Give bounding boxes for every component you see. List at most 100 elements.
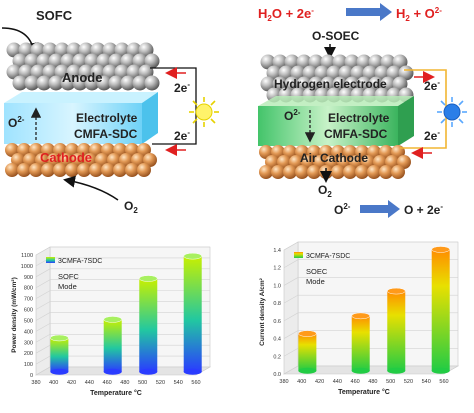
particle — [295, 165, 309, 179]
particle — [17, 163, 31, 177]
particle — [24, 75, 40, 91]
sofc-electron-top: 2e- — [174, 80, 190, 95]
y-tick-label: 600 — [24, 308, 33, 314]
chart-annotation: SOFC — [58, 272, 79, 281]
particle — [54, 42, 70, 58]
soec-cathode-label: Air Cathode — [300, 151, 368, 165]
y-axis-label: Power density (mW/cm²) — [11, 277, 18, 352]
chart-annotation: SOEC — [306, 267, 328, 276]
chart-annotation: Mode — [58, 282, 77, 291]
particle — [72, 75, 88, 91]
chart-side-wall — [35, 246, 51, 376]
particle — [54, 64, 70, 80]
particle — [30, 42, 46, 58]
particle — [60, 53, 76, 69]
sofc-anode-label: Anode — [62, 70, 102, 85]
chart-gridline — [35, 268, 210, 278]
x-tick-label: 380 — [31, 380, 40, 386]
x-tick-label: 400 — [49, 380, 58, 386]
soec-current-density-chart: 0.0 0.2 0.4 0.6 0.8 1.0 1.2 1.4 380 400 420 440 460 4… — [259, 241, 460, 396]
power-source-icon — [437, 97, 467, 127]
x-axis-label: Temperature °C — [90, 389, 142, 397]
y-tick-label: 1.4 — [273, 248, 281, 254]
x-axis-label: Temperature °C — [338, 388, 390, 396]
y-tick-label: 0.6 — [273, 319, 281, 325]
particle — [108, 53, 124, 69]
particle — [379, 165, 393, 179]
particle — [138, 42, 154, 58]
x-tick-label: 540 — [174, 380, 183, 386]
particle — [314, 65, 330, 81]
particle — [278, 65, 294, 81]
particle — [367, 165, 381, 179]
x-tick-label: 460 — [103, 380, 112, 386]
y-tick-label: 0.2 — [273, 354, 281, 360]
particle — [90, 42, 106, 58]
particle — [108, 75, 124, 91]
particle — [89, 163, 103, 177]
chart-gridline — [35, 246, 210, 256]
y-tick-label: 400 — [24, 329, 33, 335]
y-tick-label: 500 — [24, 318, 33, 324]
x-tick-label: 440 — [333, 379, 342, 385]
particle — [332, 76, 348, 92]
particle — [65, 163, 79, 177]
particle — [326, 65, 342, 81]
sofc-cathode-label: Cathode — [40, 150, 92, 165]
particle — [138, 64, 154, 80]
particle — [392, 76, 408, 92]
soec-electron-bottom: 2e- — [424, 128, 440, 143]
bar — [103, 316, 122, 375]
particle — [96, 53, 112, 69]
x-tick-label: 400 — [297, 379, 306, 385]
particle — [29, 163, 43, 177]
particle — [78, 64, 94, 80]
bar — [351, 312, 370, 374]
particle — [344, 76, 360, 92]
particle — [284, 54, 300, 70]
particle — [356, 76, 372, 92]
particle — [290, 65, 306, 81]
particle — [114, 42, 130, 58]
particle — [356, 54, 372, 70]
particle — [272, 76, 288, 92]
y-tick-label: 100 — [24, 362, 33, 368]
soec-electrolyte-top — [258, 96, 414, 106]
particle — [125, 163, 139, 177]
sofc-electrolyte-line2: CMFA-SDC — [74, 127, 138, 141]
x-tick-label: 440 — [85, 380, 94, 386]
particle — [272, 54, 288, 70]
particle — [36, 53, 52, 69]
particle — [48, 53, 64, 69]
chart-gridline — [283, 259, 458, 268]
legend-label: 3CMFA-7SDC — [58, 258, 102, 265]
particle — [144, 75, 160, 91]
legend-label: 3CMFA-7SDC — [306, 253, 350, 260]
particle — [120, 53, 136, 69]
particle — [53, 163, 67, 177]
y-tick-label: 900 — [24, 275, 33, 281]
bar — [50, 334, 69, 375]
y-tick-label: 800 — [24, 286, 33, 292]
particle — [391, 165, 405, 179]
sun-icon — [189, 97, 219, 127]
particle — [392, 54, 408, 70]
particle — [308, 76, 324, 92]
particle — [338, 65, 354, 81]
soec-electrolyte — [258, 106, 398, 146]
particle — [332, 54, 348, 70]
soec-equation-arrow — [346, 3, 392, 21]
particle — [30, 64, 46, 80]
particle — [101, 163, 115, 177]
soec-equation-right: H2 + O2- — [396, 6, 442, 23]
particle — [102, 64, 118, 80]
sofc-power-density-chart: 0 100 200 300 400 500 600 700 800 900 1000 1100 380 4… — [11, 246, 212, 397]
y-tick-label: 1000 — [21, 264, 33, 270]
soec-electrolyte-line2: CMFA-SDC — [324, 127, 388, 141]
sofc-electrolyte-line1: Electrolyte — [76, 111, 138, 125]
sofc-diagram: SOFC H2 Anode O2- Electrolyte CMFA-SDC C… — [1, 8, 219, 215]
soec-bottom-eq-ion: O2- — [334, 202, 351, 217]
particle — [90, 64, 106, 80]
y-tick-label: 700 — [24, 297, 33, 303]
soec-bottom-eq-arrow — [360, 200, 400, 218]
